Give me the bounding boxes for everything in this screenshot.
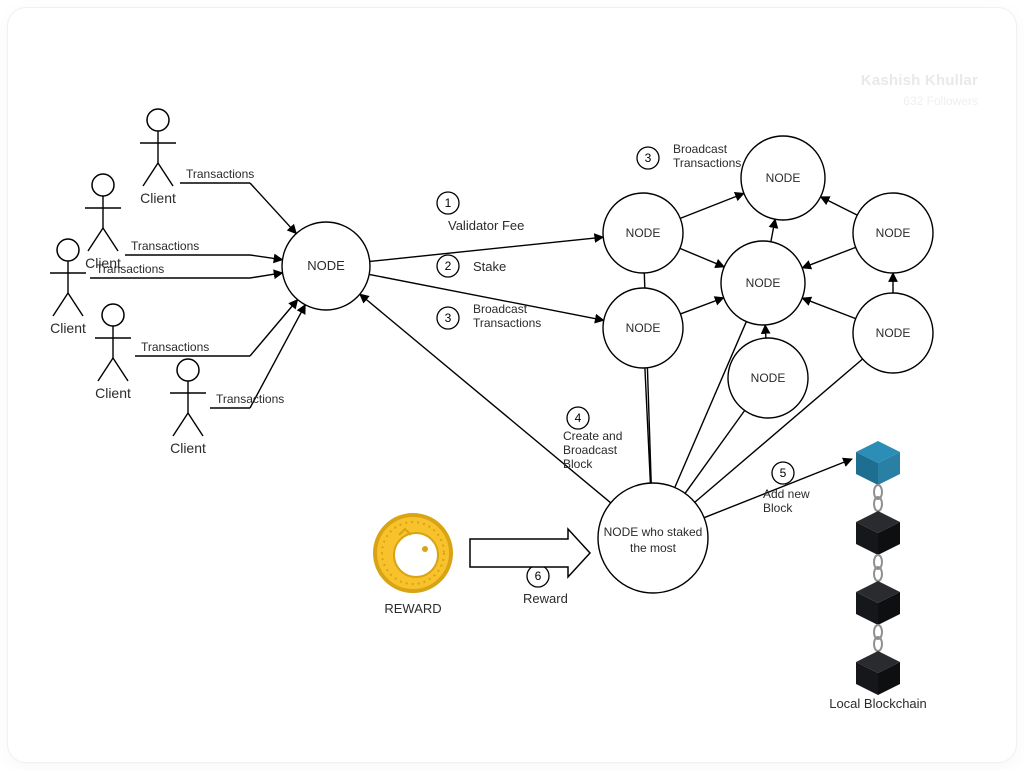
staker-label: NODE who staked — [604, 525, 703, 539]
step-number: 5 — [780, 466, 787, 480]
node-label: NODE — [751, 371, 786, 385]
client-icon — [102, 304, 124, 326]
node-label: NODE — [746, 276, 781, 290]
text-label: Block — [763, 501, 793, 515]
text-label: Transactions — [186, 167, 254, 181]
text-label: Client — [95, 385, 131, 401]
step-number: 3 — [645, 151, 652, 165]
client-icon — [147, 109, 169, 131]
node-label: NODE — [626, 321, 661, 335]
text-label: Transactions — [141, 340, 209, 354]
step-number: 4 — [575, 411, 582, 425]
text-label: Transactions — [673, 156, 741, 170]
text-label: Reward — [523, 591, 568, 606]
node-label: NODE — [626, 226, 661, 240]
text-label: Block — [563, 457, 593, 471]
text-label: Stake — [473, 259, 506, 274]
step-number: 1 — [445, 196, 452, 210]
staker-label: the most — [630, 541, 677, 555]
node-label: NODE — [766, 171, 801, 185]
client-icon — [57, 239, 79, 261]
step-number: 2 — [445, 259, 452, 273]
text-label: Broadcast — [673, 142, 728, 156]
text-label: Local Blockchain — [829, 696, 927, 711]
client-icon — [92, 174, 114, 196]
text-label: Broadcast — [563, 443, 618, 457]
text-label: Client — [170, 440, 206, 456]
text-label: Transactions — [473, 316, 541, 330]
diagram-svg: NODE NODE NODE NODE NODE NODE NODE NODE NODE who… — [8, 8, 1016, 762]
text-label: Client — [140, 190, 176, 206]
text-label: Transactions — [131, 239, 199, 253]
node-label: NODE — [876, 326, 911, 340]
text-label: REWARD — [384, 601, 441, 616]
text-label: Client — [50, 320, 86, 336]
text-label: Create and — [563, 429, 622, 443]
text-label: Transactions — [96, 262, 164, 276]
diagram-card: Kashish Khullar 632 Followers NODENODENO… — [8, 8, 1016, 762]
text-label: Validator Fee — [448, 218, 524, 233]
node-label: NODE — [876, 226, 911, 240]
step-number: 6 — [535, 569, 542, 583]
text-label: Broadcast — [473, 302, 528, 316]
node-label: NODE — [307, 258, 345, 273]
client-icon — [177, 359, 199, 381]
text-label: Add new — [763, 487, 810, 501]
step-number: 3 — [445, 311, 452, 325]
text-label: Transactions — [216, 392, 284, 406]
